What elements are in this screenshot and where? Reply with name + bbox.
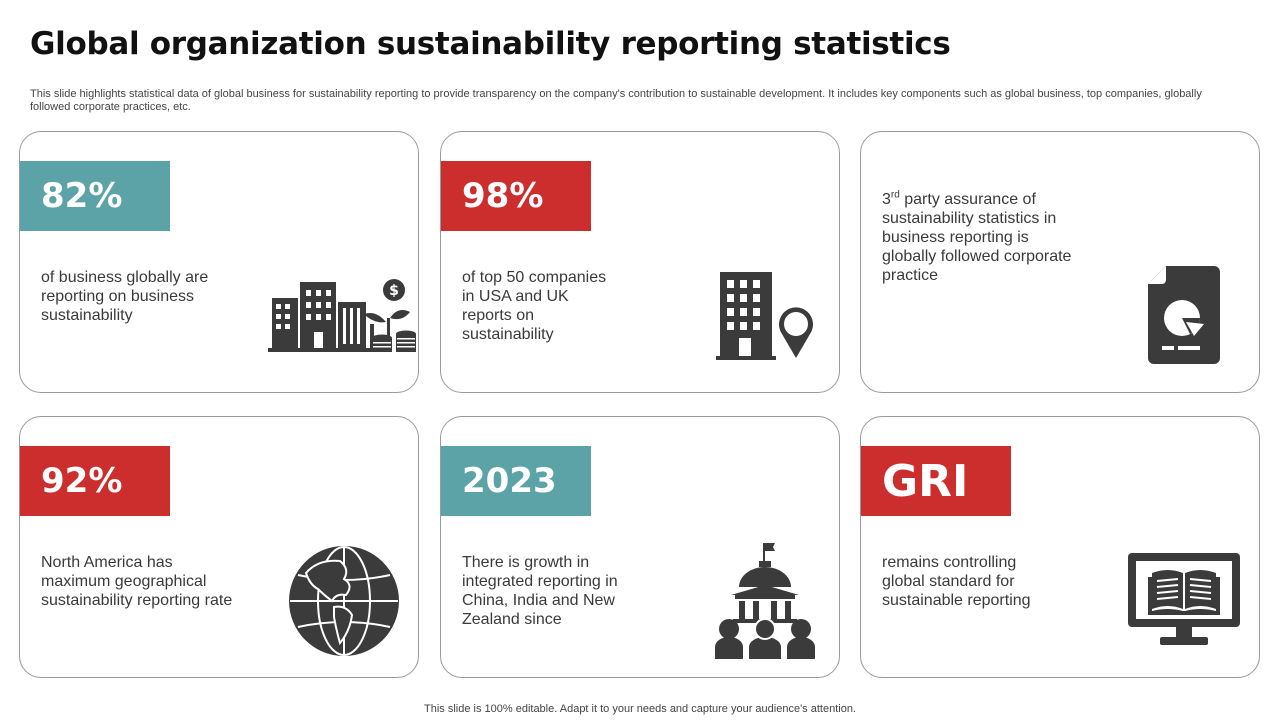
- stat-description: of top 50 companies in USA and UK report…: [462, 269, 607, 343]
- stat-card-business-globally: 82% of business globally are reporting o…: [19, 131, 419, 393]
- stat-badge: 98%: [441, 161, 591, 231]
- stat-description: North America has maximum geographical s…: [41, 554, 233, 609]
- stat-description: There is growth in integrated reporting …: [462, 554, 618, 628]
- svg-text:$: $: [389, 283, 399, 299]
- stat-description: remains controlling global standard for …: [882, 554, 1031, 609]
- stat-card-north-america: 92% North America has maximum geographic…: [19, 416, 419, 678]
- footer-note: This slide is 100% editable. Adapt it to…: [424, 703, 856, 715]
- slide-description: This slide highlights statistical data o…: [30, 88, 1202, 113]
- stat-badge: 82%: [20, 161, 170, 231]
- buildings-money-icon: $: [268, 279, 416, 352]
- stat-badge: 2023: [441, 446, 591, 516]
- report-chart-icon: [1148, 266, 1220, 364]
- stat-card-top-companies: 98% of top 50 companies in USA and UK re…: [440, 131, 840, 393]
- globe-icon: [289, 546, 399, 656]
- stat-card-gri-standard: GRI remains controlling global standard …: [860, 416, 1260, 678]
- slide-title: Global organization sustainability repor…: [30, 26, 951, 62]
- stat-description: 3rd party assurance of sustainability st…: [882, 189, 1072, 284]
- building-location-icon: [716, 272, 813, 360]
- government-people-icon: [715, 543, 815, 659]
- stat-badge: 92%: [20, 446, 170, 516]
- stat-card-third-party-assurance: 3rd party assurance of sustainability st…: [860, 131, 1260, 393]
- stat-description: of business globally are reporting on bu…: [41, 269, 209, 324]
- stat-card-integrated-reporting: 2023 There is growth in integrated repor…: [440, 416, 840, 678]
- stat-badge: GRI: [861, 446, 1011, 516]
- monitor-book-icon: [1128, 553, 1240, 645]
